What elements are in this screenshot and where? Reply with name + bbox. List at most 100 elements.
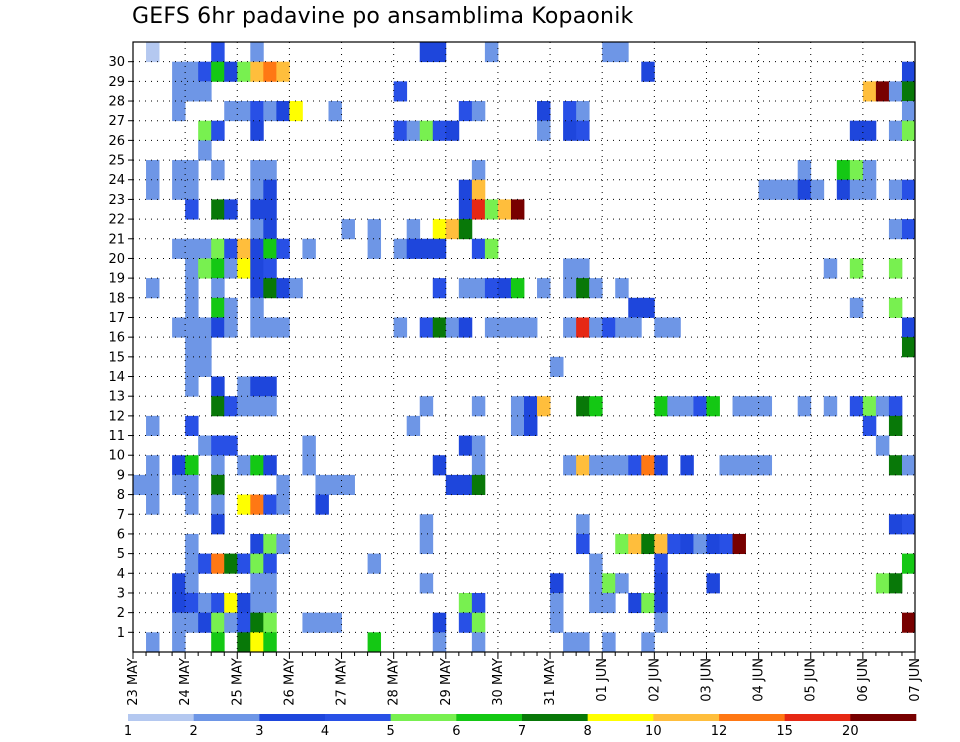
colorbar-swatch [390, 714, 457, 721]
heatmap-cell [628, 592, 642, 614]
colorbar-swatch [128, 714, 194, 721]
heatmap-cell [654, 396, 668, 417]
heatmap-cell [263, 101, 277, 122]
heatmap-cell [224, 612, 238, 633]
x-tick-label: 06 JUN [856, 658, 871, 702]
heatmap-cell [471, 160, 486, 181]
heatmap-cell [602, 317, 616, 338]
heatmap-cell [862, 120, 877, 141]
heatmap-cell [471, 199, 486, 220]
heatmap-cell [367, 219, 382, 240]
heatmap-cell [615, 573, 629, 594]
heatmap-cell [576, 533, 590, 555]
heatmap-cell [693, 396, 707, 417]
heatmap-cell [471, 592, 486, 614]
heatmap-cell [888, 396, 903, 417]
heatmap-cell [745, 455, 759, 476]
heatmap-cell [237, 592, 251, 614]
heatmap-cell [406, 120, 421, 141]
heatmap-cell [185, 179, 199, 200]
heatmap-cell [367, 238, 382, 259]
heatmap-cell [849, 396, 864, 417]
heatmap-cell [615, 455, 629, 476]
heatmap-cell [888, 415, 903, 436]
heatmap-cell [211, 474, 225, 495]
heatmap-cell [263, 632, 277, 653]
heatmap-cell [224, 592, 238, 614]
heatmap-cell [315, 612, 329, 633]
heatmap-cell [263, 494, 277, 515]
heatmap-cell [237, 612, 251, 633]
heatmap-cell [263, 238, 277, 259]
heatmap-cell [901, 101, 916, 122]
heatmap-cell [576, 317, 590, 338]
heatmap-cell [185, 474, 199, 495]
x-tick-label: 01 JUN [595, 658, 610, 702]
heatmap-cell [680, 396, 694, 417]
heatmap-cell [393, 81, 408, 102]
y-tick-label: 21 [108, 232, 125, 247]
heatmap-cell [185, 337, 199, 358]
heatmap-cell [250, 396, 264, 417]
heatmap-cell [901, 61, 916, 82]
heatmap-cell [367, 553, 382, 574]
y-tick-label: 13 [108, 390, 125, 405]
heatmap-cell [888, 179, 903, 200]
heatmap-cell [172, 179, 186, 200]
heatmap-cell [237, 101, 251, 122]
heatmap-cell [419, 317, 434, 338]
heatmap-cell [589, 455, 603, 476]
heatmap-cell [471, 455, 486, 476]
heatmap-cell [550, 573, 564, 594]
colorbar-label: 1 [124, 724, 132, 739]
heatmap-cell [524, 317, 538, 338]
heatmap-cell [484, 199, 499, 220]
heatmap-cell [315, 494, 329, 515]
heatmap-cell [901, 219, 916, 240]
colorbar-swatch [653, 714, 720, 721]
heatmap-cell [888, 258, 903, 279]
heatmap-cell [185, 356, 199, 377]
heatmap-cell [758, 179, 773, 200]
heatmap-cell [328, 612, 342, 633]
heatmap-cell [276, 101, 290, 122]
heatmap-cell [146, 632, 160, 653]
heatmap-cell [875, 435, 890, 456]
colorbar: 1 2 3 4 5 6 7 8 10 12 15 20 [124, 714, 917, 739]
heatmap-cell [419, 120, 434, 141]
heatmap-cell [432, 317, 447, 338]
heatmap-cell [250, 553, 264, 574]
heatmap-cell [432, 632, 447, 653]
heatmap-cell [458, 612, 473, 633]
heatmap-cell [693, 533, 707, 555]
colorbar-swatch [850, 714, 917, 721]
heatmap-cell [172, 592, 186, 614]
heatmap-cell [211, 120, 225, 141]
heatmap-cell [250, 160, 264, 181]
heatmap-cell [276, 494, 290, 515]
heatmap-cell [185, 258, 199, 279]
heatmap-cell [211, 514, 225, 535]
heatmap-cell [510, 199, 525, 220]
heatmap-cell [185, 553, 199, 574]
heatmap-cell [654, 533, 668, 555]
colorbar-swatch [719, 714, 785, 721]
colorbar-label: 6 [452, 724, 460, 739]
heatmap-cell [289, 278, 303, 299]
heatmap-cell [550, 592, 564, 614]
heatmap-cell [628, 455, 642, 476]
heatmap-cell [445, 474, 460, 495]
y-tick-label: 27 [108, 114, 125, 129]
heatmap-cell [901, 337, 916, 358]
heatmap-cell [615, 278, 629, 299]
colorbar-label: 2 [190, 724, 198, 739]
x-tick-label: 26 MAY [282, 658, 297, 706]
heatmap-cell [263, 553, 277, 574]
heatmap-cell [654, 592, 668, 614]
heatmap-cell [172, 612, 186, 633]
heatmap-cell [888, 297, 903, 318]
heatmap-cell [602, 632, 616, 653]
heatmap-cell [198, 317, 212, 338]
heatmap-cell [432, 219, 447, 240]
heatmap-cell [302, 455, 316, 476]
